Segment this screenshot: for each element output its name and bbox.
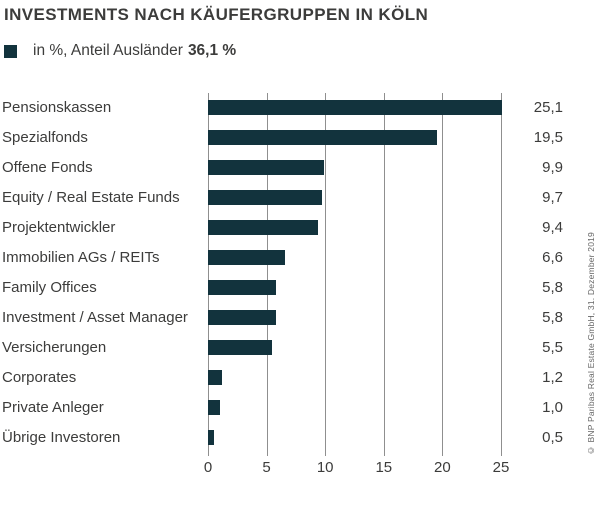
bar: [208, 100, 503, 116]
category-label: Pensionskassen: [2, 99, 112, 117]
bar-track: [208, 339, 501, 355]
x-tick-label: 0: [203, 459, 213, 476]
gridline: [442, 93, 444, 456]
legend-swatch-icon: [4, 44, 17, 58]
bar-track: [208, 429, 501, 445]
value-label: 1,0: [542, 398, 563, 416]
category-label: Corporates: [2, 368, 77, 386]
chart-row: Spezialfonds 19,5: [2, 123, 565, 153]
value-label: 19,5: [533, 129, 563, 147]
bar: [208, 160, 325, 176]
value-label: 9,9: [542, 159, 563, 177]
bar: [208, 369, 223, 385]
bar-track: [208, 160, 501, 176]
x-tick-label: 15: [375, 459, 393, 476]
category-label: Private Anleger: [2, 398, 104, 416]
bar-track: [208, 369, 501, 385]
bar: [208, 399, 220, 415]
chart-row: Investment / Asset Manager 5,8: [2, 302, 565, 332]
gridlines: [208, 93, 502, 456]
chart-row: Equity / Real Estate Funds 9,7: [2, 183, 565, 213]
value-label: 25,1: [533, 99, 563, 117]
value-label: 9,4: [542, 219, 563, 237]
chart-row: Offene Fonds 9,9: [2, 153, 565, 183]
legend: in %, Anteil Ausländer 36,1 %: [4, 42, 236, 60]
category-label: Offene Fonds: [2, 159, 93, 177]
category-label: Versicherungen: [2, 338, 107, 356]
bar: [208, 429, 214, 445]
gridline: [383, 93, 385, 456]
bar: [208, 279, 276, 295]
chart-row: Pensionskassen 25,1: [2, 93, 565, 123]
x-axis: 0 5 10 15 20 25: [204, 459, 510, 479]
bar: [208, 309, 276, 325]
bar: [208, 220, 319, 236]
value-label: 1,2: [542, 368, 563, 386]
chart-row: Private Anleger 1,0: [2, 392, 565, 422]
gridline: [208, 93, 209, 456]
legend-label: in %, Anteil Ausländer: [33, 42, 183, 59]
chart-row: Immobilien AGs / REITs 6,6: [2, 243, 565, 273]
x-tick-label: 25: [492, 459, 510, 476]
value-label: 5,8: [542, 278, 563, 296]
bar: [208, 130, 437, 146]
value-label: 9,7: [542, 189, 563, 207]
chart-row: Projektentwickler 9,4: [2, 213, 565, 243]
chart-title: INVESTMENTS NACH KÄUFERGRUPPEN IN KÖLN: [4, 5, 429, 24]
category-label: Spezialfonds: [2, 129, 88, 147]
bar-track: [208, 220, 501, 236]
legend-value: 36,1 %: [187, 42, 237, 59]
bar: [208, 250, 286, 266]
chart-rows: Pensionskassen 25,1 Spezialfonds 19,5 Offene…: [2, 93, 565, 452]
value-label: 6,6: [542, 249, 563, 267]
category-label: Investment / Asset Manager: [2, 308, 188, 326]
copyright-note: © BNP Paribas Real Estate GmbH, 31. Deze…: [586, 231, 596, 455]
gridline: [325, 93, 327, 456]
bar-chart: Pensionskassen 25,1 Spezialfonds 19,5 Offene…: [2, 93, 565, 456]
x-tick-label: 20: [434, 459, 451, 476]
category-label: Family Offices: [2, 278, 97, 296]
bar-track: [208, 190, 501, 206]
chart-row: Übrige Investoren 0,5: [2, 422, 565, 452]
category-label: Immobilien AGs / REITs: [2, 249, 160, 267]
chart-row: Versicherungen 5,5: [2, 332, 565, 362]
category-label: Übrige Investoren: [2, 428, 121, 446]
x-tick-label: 10: [316, 459, 334, 476]
bar-track: [208, 250, 501, 266]
category-label: Equity / Real Estate Funds: [2, 189, 180, 207]
bar-track: [208, 130, 501, 146]
value-label: 0,5: [542, 428, 563, 446]
bar-track: [208, 279, 501, 295]
category-label: Projektentwickler: [2, 219, 116, 237]
bar: [208, 190, 322, 206]
value-label: 5,8: [542, 308, 563, 326]
chart-row: Corporates 1,2: [2, 362, 565, 392]
bar: [208, 339, 273, 355]
gridline: [266, 93, 268, 456]
chart-row: Family Offices 5,8: [2, 273, 565, 303]
gridline: [501, 93, 502, 456]
bar-track: [208, 309, 501, 325]
bar-track: [208, 399, 501, 415]
bar-track: [208, 100, 503, 116]
x-tick-label: 5: [262, 459, 271, 476]
value-label: 5,5: [542, 338, 563, 356]
